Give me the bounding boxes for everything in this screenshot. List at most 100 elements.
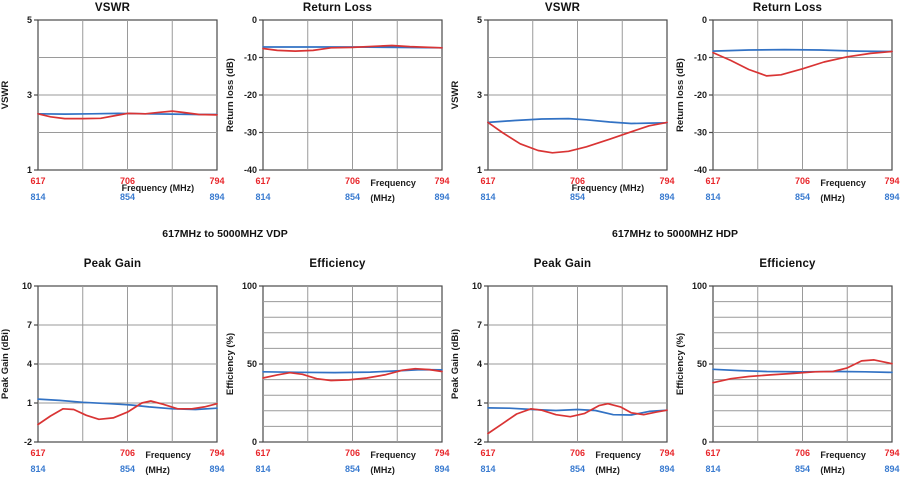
captions-row: 617MHz to 5000MHZ VDP 617MHz to 5000MHZ … xyxy=(0,212,900,256)
y-tick-label: 5 xyxy=(477,16,482,25)
y-axis-label: Return loss (dB) xyxy=(675,58,686,132)
red-series-line xyxy=(262,367,443,382)
y-tick-label: -2 xyxy=(24,437,32,447)
y-tick-label: 4 xyxy=(477,359,482,369)
y-tick-label: -40 xyxy=(244,165,257,175)
x-tick-red: 706 xyxy=(345,176,360,186)
chart-return-loss-hdp: Return Loss 0 -10 -20 -30 -40 Return loss (dB)… xyxy=(675,0,900,212)
x-tick-red: 617 xyxy=(30,176,45,186)
red-series-line xyxy=(712,359,893,384)
blue-series-line xyxy=(712,368,893,374)
y-tick-label: -30 xyxy=(694,128,707,138)
x-tick-blue: 854 xyxy=(120,464,135,474)
y-tick-label: -40 xyxy=(694,165,707,175)
y-tick-label: 50 xyxy=(247,359,257,369)
x-tick-blue: 894 xyxy=(434,464,449,474)
x-tick-red: 794 xyxy=(659,176,674,186)
blue-series-line xyxy=(712,48,893,53)
x-tick-red: 706 xyxy=(120,176,135,186)
chart-title-vswr-vdp: VSWR xyxy=(94,2,131,14)
x-tick-red: 794 xyxy=(209,448,224,458)
x-tick-blue: 814 xyxy=(705,192,720,202)
y-tick-label: 0 xyxy=(702,16,707,25)
y-tick-label: -10 xyxy=(244,53,257,63)
chart-title-peak-gain-hdp: Peak Gain xyxy=(533,258,592,270)
x-tick-red: 617 xyxy=(255,448,270,458)
chart-plot-vswr-hdp: 1 3 5 VSWR 617 706 794 814 854 894 Frequency (MHz) xyxy=(450,16,675,202)
x-tick-blue: 894 xyxy=(659,192,674,202)
y-tick-label: 100 xyxy=(242,281,257,291)
x-axis-label-line2: (MHz) xyxy=(370,193,395,203)
y-axis-label: Efficiency (%) xyxy=(675,333,686,395)
x-tick-blue: 854 xyxy=(795,192,810,202)
chart-plot-efficiency-hdp: 0 50 100 Efficiency (%) 617 706 794 814 854 894 Fr… xyxy=(675,281,900,475)
y-tick-label: 3 xyxy=(27,90,32,100)
x-tick-red: 617 xyxy=(480,176,495,186)
x-tick-blue: 894 xyxy=(434,192,449,202)
top-chart-row: VSWR 1 3 5 VSWR 617 706 794 814 854 894 Frequency (… xyxy=(0,0,900,212)
x-tick-blue: 814 xyxy=(480,464,495,474)
x-axis-label-line1: Frequency xyxy=(820,450,866,460)
chart-peak-gain-vdp: Peak Gain -2 1 4 7 10 Peak Gain (dBi) 617 706 794… xyxy=(0,256,225,486)
x-tick-red: 617 xyxy=(705,448,720,458)
x-tick-red: 794 xyxy=(209,176,224,186)
x-axis-label-line2: (MHz) xyxy=(145,465,170,475)
chart-efficiency-vdp: Efficiency 0 50 100 Efficiency (%) 617 706 794 8… xyxy=(225,256,450,486)
x-tick-blue: 854 xyxy=(795,464,810,474)
y-tick-label: 0 xyxy=(702,437,707,447)
y-axis-label: Peak Gain (dBi) xyxy=(450,329,461,399)
x-tick-red: 706 xyxy=(570,176,585,186)
x-axis-label-line1: Frequency xyxy=(370,450,416,460)
y-tick-label: 10 xyxy=(472,281,482,291)
red-series-line xyxy=(712,50,893,77)
x-tick-red: 794 xyxy=(884,448,899,458)
x-axis-label-line2: (MHz) xyxy=(370,465,395,475)
y-tick-label: 50 xyxy=(697,359,707,369)
x-axis-label-line1: Frequency xyxy=(370,178,416,188)
x-tick-red: 706 xyxy=(795,448,810,458)
y-axis-label: Efficiency (%) xyxy=(225,333,236,395)
x-tick-red: 617 xyxy=(30,448,45,458)
chart-plot-return-loss-hdp: 0 -10 -20 -30 -40 Return loss (dB) 617 706 794 81… xyxy=(675,16,900,203)
chart-title-efficiency-hdp: Efficiency xyxy=(759,258,816,270)
x-tick-blue: 854 xyxy=(570,192,585,202)
x-tick-red: 617 xyxy=(705,176,720,186)
x-tick-red: 706 xyxy=(345,448,360,458)
y-axis-label: VSWR xyxy=(450,81,461,110)
y-axis-label: Return loss (dB) xyxy=(225,58,236,132)
bottom-chart-row: Peak Gain -2 1 4 7 10 Peak Gain (dBi) 617 706 794… xyxy=(0,256,900,486)
blue-series-line xyxy=(487,117,668,125)
x-tick-blue: 814 xyxy=(255,464,270,474)
red-series-line xyxy=(487,121,668,154)
y-axis-label: VSWR xyxy=(0,81,11,110)
x-axis-label: Frequency (MHz) xyxy=(572,183,645,193)
y-tick-label: 1 xyxy=(477,165,482,175)
y-tick-label: 0 xyxy=(252,16,257,25)
red-series-line xyxy=(487,402,668,435)
y-tick-label: 1 xyxy=(27,398,32,408)
y-tick-label: 1 xyxy=(27,165,32,175)
y-tick-label: 7 xyxy=(477,320,482,330)
x-tick-red: 794 xyxy=(434,448,449,458)
y-tick-label: 10 xyxy=(22,281,32,291)
x-tick-red: 617 xyxy=(480,448,495,458)
y-tick-label: -30 xyxy=(244,128,257,138)
group-caption-hdp: 617MHz to 5000MHZ HDP xyxy=(611,228,739,240)
red-series-line xyxy=(37,400,218,426)
chart-plot-return-loss-vdp: 0 -10 -20 -30 -40 Return loss (dB) 617 706 794 81… xyxy=(225,16,450,203)
x-axis-label: Frequency (MHz) xyxy=(122,183,195,193)
x-tick-red: 706 xyxy=(570,448,585,458)
y-tick-label: -2 xyxy=(474,437,482,447)
chart-vswr-hdp: VSWR 1 3 5 VSWR 617 706 794 814 854 894 Frequency (… xyxy=(450,0,675,212)
red-series-line xyxy=(262,44,443,52)
y-tick-label: -20 xyxy=(694,90,707,100)
chart-plot-vswr-vdp: 1 3 5 VSWR 617 706 794 814 854 894 Frequency (MHz) xyxy=(0,16,225,202)
x-tick-blue: 814 xyxy=(30,192,45,202)
chart-title-efficiency-vdp: Efficiency xyxy=(309,258,366,270)
x-tick-blue: 854 xyxy=(570,464,585,474)
x-axis-label-line1: Frequency xyxy=(145,450,191,460)
chart-plot-peak-gain-hdp: -2 1 4 7 10 Peak Gain (dBi) 617 706 794 814 854 894… xyxy=(450,281,675,475)
x-tick-blue: 814 xyxy=(30,464,45,474)
group-caption-vdp: 617MHz to 5000MHZ VDP xyxy=(162,228,288,240)
